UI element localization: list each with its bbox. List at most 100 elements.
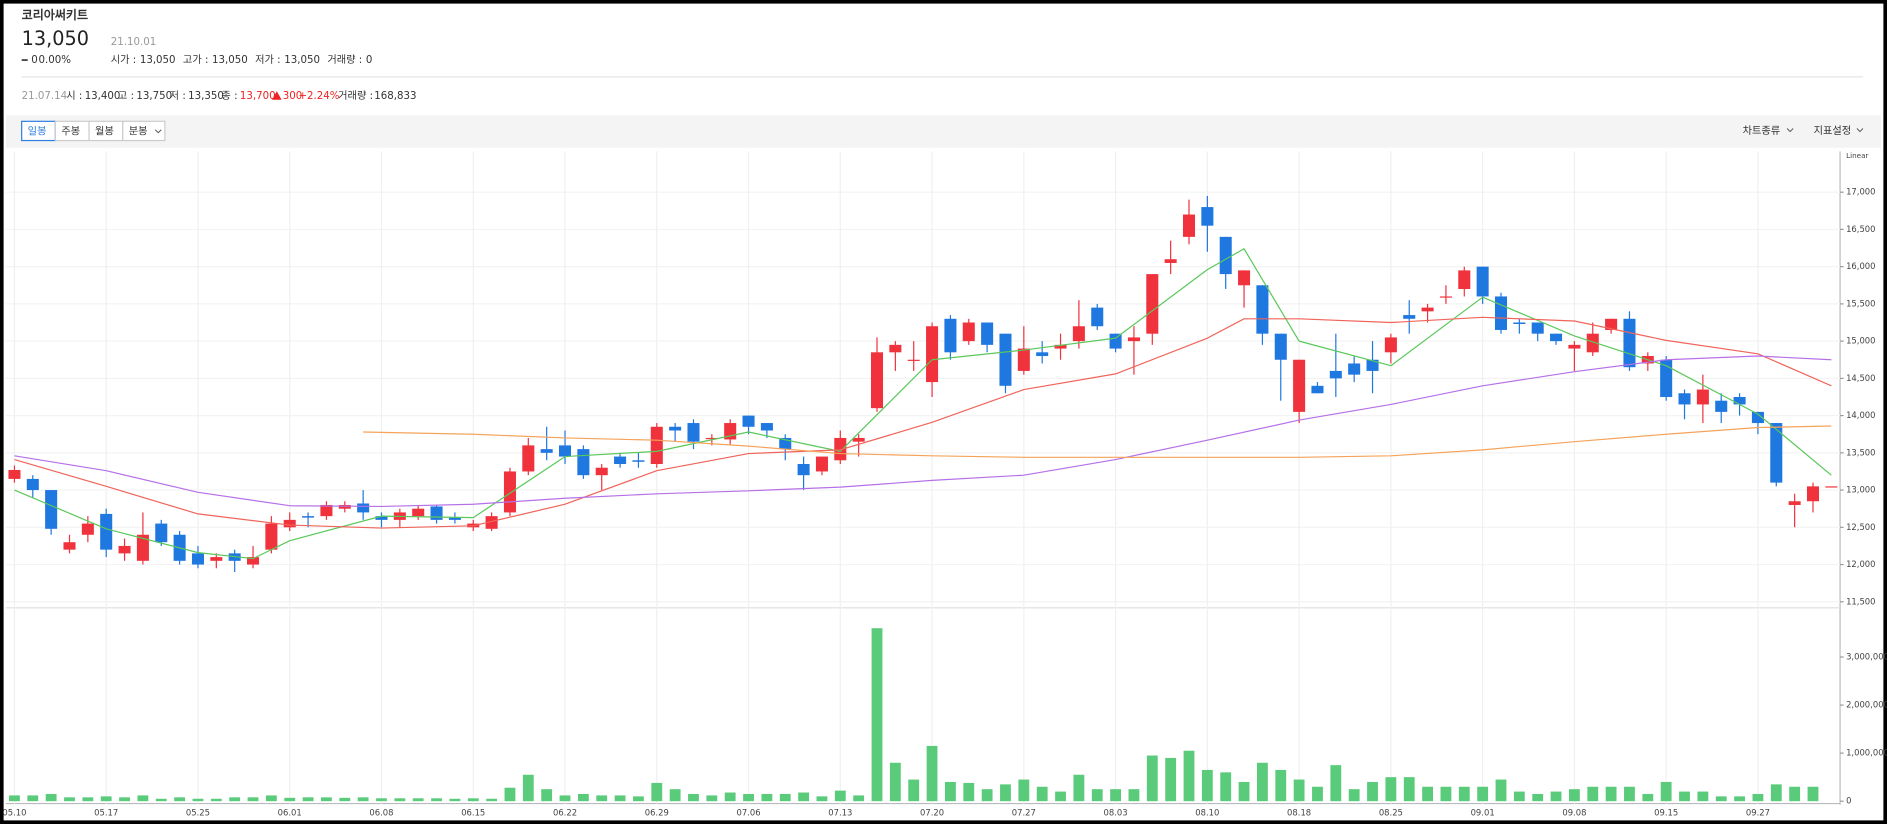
moving-average [14, 248, 1832, 560]
candle-body [870, 352, 884, 409]
candle-body [1696, 389, 1709, 405]
volume-bar [1220, 772, 1232, 802]
candle-body [1751, 411, 1764, 424]
candle-body [1256, 285, 1269, 334]
candle-body [1476, 266, 1489, 297]
volume-bar [302, 797, 314, 802]
y-tick-label: 13,000 [1846, 485, 1875, 495]
candle-body [577, 449, 590, 476]
volume-bar [1385, 777, 1397, 802]
ohlc-value: 13,350 [188, 91, 224, 102]
candle-body [742, 415, 755, 427]
tab-label[interactable]: 월봉 [95, 126, 114, 138]
candle-body [302, 516, 315, 518]
candle-body [375, 516, 388, 520]
volume-bar [100, 796, 112, 802]
volume-bar [119, 797, 130, 802]
volume-bar [1624, 786, 1635, 802]
candle-body [26, 478, 39, 491]
candle-body [8, 469, 21, 479]
volume-bar [559, 795, 571, 802]
volume-bar [816, 796, 828, 802]
bar-date: 21.07.14 [22, 91, 67, 102]
candle-body [687, 423, 700, 442]
menu[interactable]: 차트종류 [1743, 125, 1781, 137]
x-tick-label: 05.25 [186, 808, 210, 818]
date: 21.10.01 [111, 37, 156, 48]
ohlc-label: 종 : [221, 90, 237, 102]
volume-bar [1715, 796, 1727, 802]
volume-bar [1440, 786, 1452, 802]
volume-bar [614, 795, 626, 802]
candle-body [944, 318, 957, 353]
tab-label[interactable]: 일봉 [28, 126, 47, 138]
volume-bar [633, 796, 644, 802]
volume-bar [871, 628, 883, 802]
volume-bar [412, 798, 424, 802]
candle-body [1091, 307, 1104, 327]
volume-bar [1055, 791, 1066, 802]
candle-body [118, 545, 131, 554]
candle-body [632, 460, 645, 462]
candle-body [1072, 326, 1085, 342]
volume-bar [1403, 777, 1415, 802]
stats: 시가 : 13,050 고가 : 13,050 저가 : 13,050 거래량 : 0 [111, 54, 373, 66]
x-tick-label: 09.15 [1654, 808, 1678, 818]
candle-body [1348, 363, 1361, 375]
volume-bar [1807, 786, 1819, 802]
volume-bar [449, 798, 461, 802]
volume-bar [596, 795, 608, 802]
volume-bar [1550, 791, 1562, 802]
x-tick-label: 07.13 [828, 808, 852, 818]
chevron [154, 129, 162, 134]
y-tick-label: 16,000 [1846, 261, 1875, 271]
volume-bar [1532, 793, 1544, 802]
y-tick-label: 15,000 [1846, 336, 1875, 346]
volume-bar [45, 793, 57, 802]
y-tick-label: 14,500 [1846, 373, 1875, 383]
candle-body [283, 519, 296, 528]
candle-body [1017, 348, 1030, 371]
volume-bar [339, 797, 351, 802]
volume-bar [706, 795, 718, 802]
moving-average [363, 425, 1832, 458]
candle-body [650, 426, 663, 465]
y-tick-label: 13,500 [1846, 447, 1875, 457]
volume-bar [1018, 779, 1030, 802]
candle-body [1494, 296, 1508, 330]
candle-body [614, 456, 627, 465]
candle-body [595, 467, 608, 476]
price: 13,050 [22, 27, 89, 50]
x-tick-label: 05.17 [94, 808, 118, 818]
volume-bar [926, 745, 938, 802]
y2-tick-label: 0 [1846, 796, 1851, 806]
volume-bar [743, 793, 754, 802]
candle-body [412, 508, 425, 517]
volume-bar [669, 789, 681, 802]
tab[interactable] [122, 120, 166, 142]
candle-body [1660, 359, 1673, 397]
volume-bar [908, 779, 920, 802]
change-rate: 0.00% [39, 55, 72, 66]
candle-body [448, 517, 461, 520]
tab-label[interactable]: 분봉 [129, 126, 148, 138]
x-tick-label: 09.08 [1562, 808, 1586, 818]
change: 0 [31, 55, 38, 66]
moving-average [14, 316, 1832, 529]
y-tick-label: 12,000 [1846, 559, 1875, 569]
candle-body [430, 506, 443, 520]
x-tick-label: 08.03 [1104, 808, 1128, 818]
candle-body [1201, 207, 1214, 226]
y-tick-label: 14,000 [1846, 410, 1875, 420]
tab-label[interactable]: 주봉 [61, 126, 80, 138]
menu[interactable]: 지표설정 [1814, 125, 1852, 137]
candle-body [485, 516, 498, 529]
candle-body [1164, 259, 1177, 263]
moving-average [14, 355, 1832, 508]
volume-bar [1330, 765, 1342, 802]
candle-body [669, 426, 682, 431]
volume-bar [137, 795, 149, 802]
candle-body [1568, 344, 1581, 349]
